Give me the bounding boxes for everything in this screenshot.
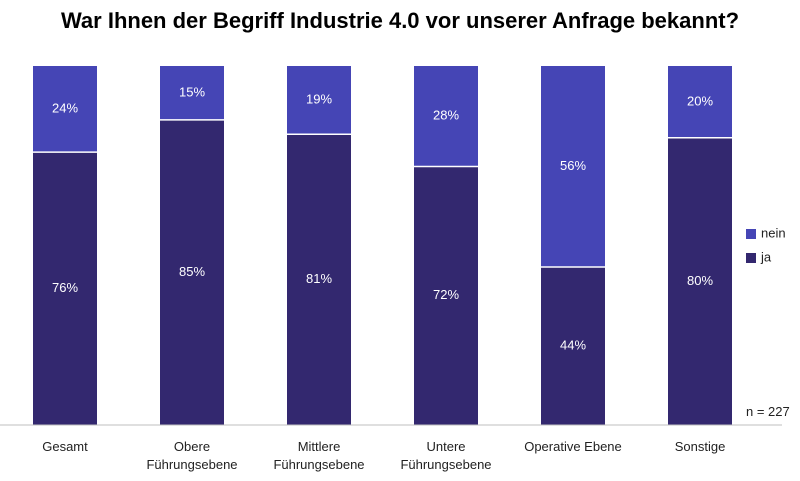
- data-label-ja-0: 76%: [52, 280, 78, 295]
- bar-segment-nein-3: [414, 66, 478, 167]
- bar-segment-nein-0: [33, 66, 97, 153]
- category-label-3: Untere: [426, 439, 465, 454]
- legend-label-ja: ja: [760, 249, 772, 264]
- bar-segment-ja-3: [414, 166, 478, 425]
- data-label-nein-0: 24%: [52, 101, 78, 116]
- segment-labels-group: 76% 24% 85% 15% 81% 19% 72% 28% 44% 56% 80% 20%: [52, 84, 713, 352]
- legend-swatch-nein: [746, 229, 756, 239]
- sample-size-note: n = 227: [746, 404, 790, 419]
- category-label-2: Mittlere: [298, 439, 341, 454]
- data-label-nein-1: 15%: [179, 84, 205, 99]
- category-label-4: Operative Ebene: [524, 439, 622, 454]
- data-label-nein-3: 28%: [433, 108, 459, 123]
- legend: nein ja: [746, 225, 786, 264]
- category-label-0: Gesamt: [42, 439, 88, 454]
- category-label-1-line2: Führungsebene: [146, 457, 237, 472]
- data-label-ja-3: 72%: [433, 287, 459, 302]
- data-label-nein-5: 20%: [687, 93, 713, 108]
- data-label-ja-5: 80%: [687, 273, 713, 288]
- bar-segment-ja-5: [668, 137, 732, 426]
- category-label-5: Sonstige: [675, 439, 726, 454]
- bars-group: [33, 66, 732, 426]
- data-label-nein-2: 19%: [306, 92, 332, 107]
- bar-segment-ja-4: [541, 267, 605, 425]
- data-label-ja-2: 81%: [306, 271, 332, 286]
- bar-segment-ja-0: [33, 152, 97, 425]
- bar-segment-nein-4: [541, 66, 605, 268]
- category-label-1: Obere: [174, 439, 210, 454]
- bar-segment-nein-2: [287, 66, 351, 135]
- legend-swatch-ja: [746, 253, 756, 263]
- category-label-3-line2: Führungsebene: [400, 457, 491, 472]
- category-labels-group: Gesamt Obere Führungsebene Mittlere Führungs…: [42, 439, 725, 472]
- bar-segment-nein-5: [668, 66, 732, 138]
- bar-segment-ja-1: [160, 119, 224, 425]
- data-label-nein-4: 56%: [560, 158, 586, 173]
- data-label-ja-4: 44%: [560, 337, 586, 352]
- category-label-2-line2: Führungsebene: [273, 457, 364, 472]
- legend-label-nein: nein: [761, 225, 786, 240]
- bar-segment-nein-1: [160, 66, 224, 120]
- bar-segment-ja-2: [287, 134, 351, 425]
- data-label-ja-1: 85%: [179, 264, 205, 279]
- chart-title: War Ihnen der Begriff Industrie 4.0 vor …: [60, 8, 740, 33]
